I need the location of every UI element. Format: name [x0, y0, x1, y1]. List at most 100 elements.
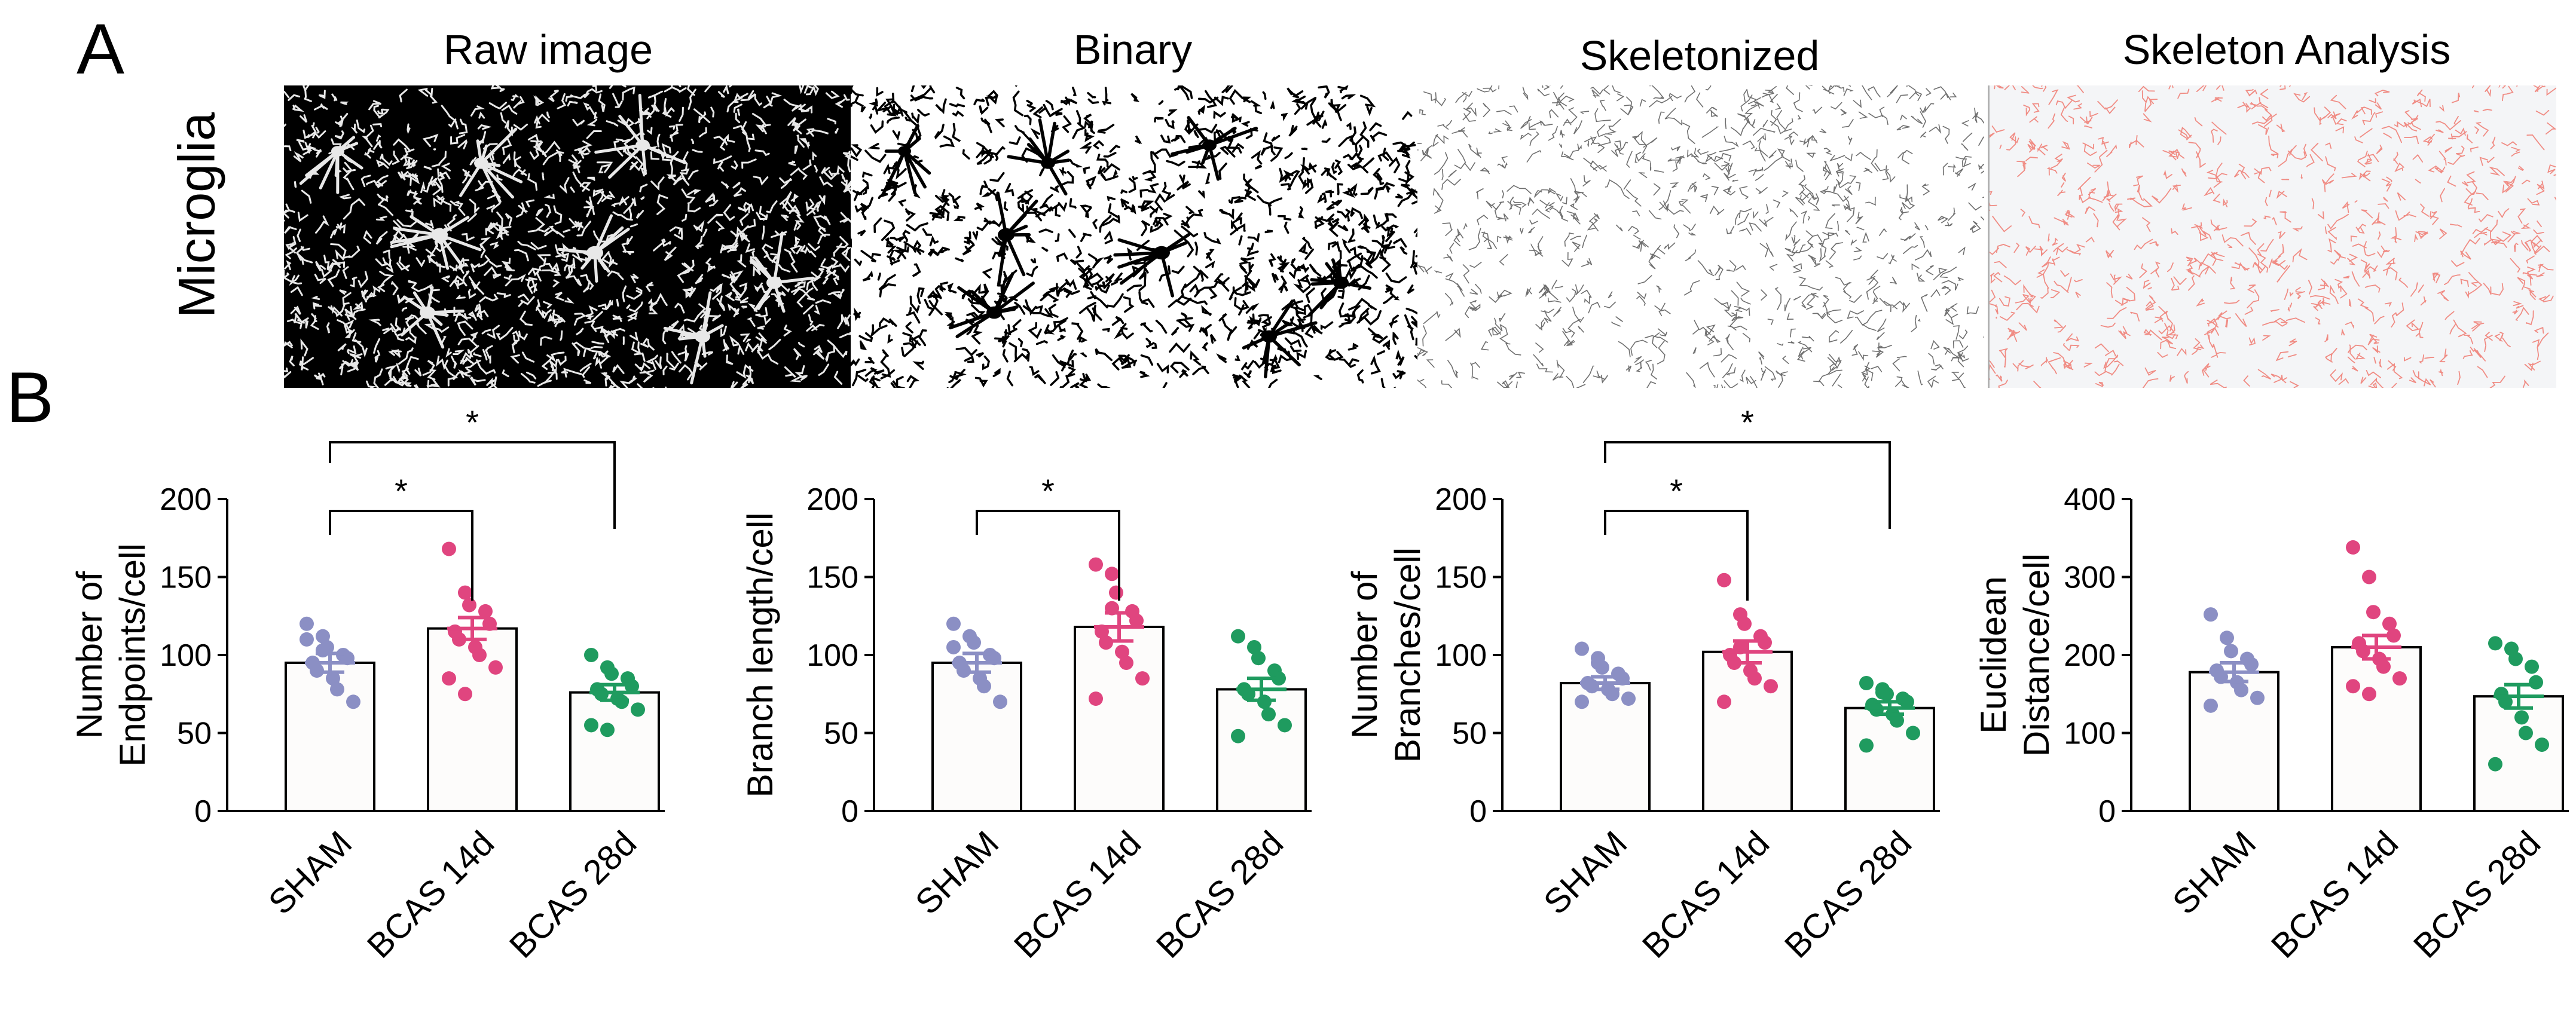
data-point	[2529, 675, 2543, 690]
x-tick-label: BCAS 28d	[1149, 824, 1291, 965]
error-bar	[1580, 675, 1630, 691]
error-bar	[2494, 682, 2544, 710]
y-axis-label: Distance/cell	[2016, 553, 2056, 757]
data-point	[2346, 679, 2360, 694]
data-point	[330, 682, 344, 697]
error-bar	[2209, 661, 2259, 684]
data-point	[1717, 694, 1731, 709]
data-point	[625, 679, 639, 694]
y-tick-label: 0	[194, 794, 212, 829]
data-point	[1247, 639, 1261, 654]
y-tick-label: 0	[1469, 794, 1487, 829]
data-point	[1109, 585, 1123, 600]
error-bar	[589, 682, 640, 702]
y-axis-label: Endpoints/cell	[112, 543, 152, 767]
y-tick-label: 100	[160, 638, 212, 673]
data-point	[488, 660, 503, 675]
data-point	[1900, 694, 1914, 709]
y-tick-label: 100	[806, 638, 858, 673]
data-point	[462, 598, 476, 613]
skeletonized-image-texture	[1417, 85, 1984, 388]
bar-bcas-28d	[569, 691, 660, 813]
data-point	[2234, 682, 2248, 697]
bar-bcas-28d	[1216, 688, 1307, 813]
significance-star: *	[1670, 472, 1683, 510]
data-point	[604, 666, 619, 681]
data-point	[1115, 644, 1129, 659]
data-point	[2224, 644, 2238, 659]
data-point	[1135, 671, 1150, 686]
bar-bcas-14d	[427, 627, 518, 812]
data-point	[1251, 651, 1266, 666]
x-tick-label: BCAS 28d	[502, 824, 644, 965]
x-tick-label: BCAS 14d	[2264, 824, 2406, 965]
data-point	[316, 643, 330, 658]
significance-bracket	[1604, 441, 1891, 529]
data-point	[326, 671, 340, 686]
data-point	[2535, 737, 2549, 752]
panel-b-label: B	[6, 357, 54, 437]
bar-sham	[931, 662, 1022, 813]
data-point	[2525, 659, 2539, 674]
data-point	[478, 604, 493, 619]
data-point	[458, 585, 472, 600]
y-tick-label: 50	[1452, 717, 1487, 751]
y-tick-label: 50	[177, 717, 212, 751]
y-tick-label: 200	[1435, 482, 1487, 517]
significance-star: *	[466, 403, 479, 441]
y-axis-label: Branch length/cell	[740, 513, 780, 798]
raw-image-panel	[284, 85, 851, 388]
data-point	[1717, 573, 1731, 587]
data-point	[2204, 698, 2218, 713]
data-point	[1261, 707, 1276, 722]
image-title-skeleton-analysis: Skeleton Analysis	[2122, 26, 2451, 73]
data-point	[300, 616, 314, 631]
data-point	[584, 648, 598, 662]
x-tick-label: BCAS 14d	[360, 824, 502, 965]
data-point	[1875, 685, 1890, 700]
y-tick-label: 0	[841, 794, 858, 829]
significance-bracket	[976, 510, 1120, 601]
significance-star: *	[1041, 472, 1055, 510]
data-point	[2362, 687, 2376, 702]
y-axis-label: Number of	[1344, 571, 1385, 739]
x-tick-label: SHAM	[908, 824, 1006, 922]
data-point	[472, 648, 487, 662]
data-point	[946, 616, 961, 631]
chart-2: 0 50 100 150 200 Branch length/cell SHAM BCAS 1…	[740, 472, 1312, 966]
data-point	[2519, 726, 2533, 740]
data-point	[1591, 656, 1605, 671]
data-point	[1859, 738, 1874, 753]
data-point	[1747, 671, 1762, 686]
data-point	[1859, 675, 1874, 690]
error-bar	[305, 651, 355, 674]
data-point	[2514, 710, 2529, 725]
error-bar	[447, 616, 497, 641]
data-point	[1737, 616, 1752, 631]
data-point	[2376, 659, 2391, 674]
significance-bracket	[1604, 510, 1749, 601]
data-point	[1575, 694, 1589, 709]
error-bar	[952, 651, 1002, 674]
data-point	[2366, 605, 2381, 620]
data-point	[1272, 671, 1286, 686]
skeletonized-image-panel	[1417, 85, 1984, 388]
y-tick-label: 0	[2098, 794, 2116, 829]
data-point	[2382, 616, 2397, 631]
significance-bracket	[329, 510, 473, 601]
data-point	[2362, 570, 2376, 584]
data-point	[1621, 691, 1636, 706]
image-title-skeletonized: Skeletonized	[1579, 32, 1820, 79]
x-tick-label: BCAS 28d	[2406, 824, 2548, 965]
data-point	[316, 629, 330, 644]
raw-image-texture	[284, 85, 851, 388]
data-point	[1758, 635, 1772, 650]
data-point	[600, 723, 615, 737]
significance-bracket	[329, 441, 616, 529]
data-point	[967, 635, 981, 650]
data-point	[2220, 631, 2234, 645]
data-point	[946, 639, 961, 654]
y-tick-label: 150	[806, 561, 858, 595]
data-point	[2392, 671, 2407, 686]
